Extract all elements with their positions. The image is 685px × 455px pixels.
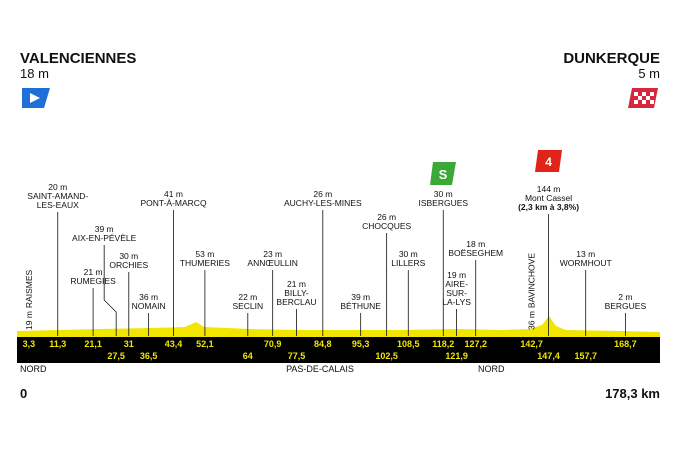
place-name: ANNŒULLIN xyxy=(247,258,298,268)
place-line xyxy=(103,245,117,336)
sprint-icon: S xyxy=(430,162,456,185)
place-name: BAVINCHOVE xyxy=(527,253,537,308)
km-label: 118,2 xyxy=(432,339,454,349)
place-alt: 21 m xyxy=(287,279,306,289)
distance-bar xyxy=(17,337,660,363)
place-name: AUCHY-LES-MINES xyxy=(284,198,362,208)
place-alt: 2 m xyxy=(618,292,632,302)
place-alt: 30 m xyxy=(434,189,453,199)
place-alt: 30 m xyxy=(399,249,418,259)
place-alt: 23 m xyxy=(263,249,282,259)
start-flag xyxy=(22,88,50,108)
place-alt: 20 m xyxy=(48,182,67,192)
km-label: 3,3 xyxy=(23,339,36,349)
region: NORD xyxy=(20,364,47,374)
place-name: AIX-EN-PÉVÈLE xyxy=(72,233,137,243)
place-name: ORCHIES xyxy=(109,260,148,270)
place-name: BILLY- xyxy=(284,288,309,298)
place-name: NOMAIN xyxy=(132,301,166,311)
place-alt: 41 m xyxy=(164,189,183,199)
place-alt: 144 m xyxy=(537,184,561,194)
place-name: CHOCQUES xyxy=(362,221,411,231)
km-label: 77,5 xyxy=(288,351,306,361)
place-name: SUR- xyxy=(446,288,467,298)
place-name: RAISMES xyxy=(24,270,34,309)
profile-area xyxy=(17,316,660,337)
km-label: 95,3 xyxy=(352,339,370,349)
km-label: 142,7 xyxy=(520,339,543,349)
km-label: 27,5 xyxy=(107,351,125,361)
start-alt: 18 m xyxy=(20,66,49,81)
svg-text:S: S xyxy=(439,167,448,182)
place-name: BOËSEGHEM xyxy=(448,248,503,258)
km-label: 43,4 xyxy=(165,339,183,349)
place-alt: 53 m xyxy=(195,249,214,259)
place-name: BERCLAU xyxy=(276,297,316,307)
place-name: RUMEGIES xyxy=(70,276,116,286)
place-alt: 19 m xyxy=(447,270,466,280)
place-alt: 26 m xyxy=(377,212,396,222)
km-label: 157,7 xyxy=(574,351,597,361)
place-label: 36 m BAVINCHOVE xyxy=(527,253,537,330)
place-alt: 39 m xyxy=(95,224,114,234)
place-alt: 36 m xyxy=(527,311,537,330)
place-alt: 36 m xyxy=(139,292,158,302)
place-alt: 13 m xyxy=(576,249,595,259)
place-name: BERGUES xyxy=(605,301,647,311)
finish-flag xyxy=(628,88,658,108)
km-label: 70,9 xyxy=(264,339,282,349)
place-label: 19 m RAISMES xyxy=(24,270,34,330)
place-alt: 21 m xyxy=(84,267,103,277)
finish-name: DUNKERQUE xyxy=(563,50,660,67)
km-label: 36,5 xyxy=(140,351,158,361)
place-name: SAINT-AMAND- xyxy=(27,191,88,201)
place-name: LA-LYS xyxy=(442,297,471,307)
place-name: WORMHOUT xyxy=(560,258,612,268)
start-name: VALENCIENNES xyxy=(20,50,136,67)
distance-end: 178,3 km xyxy=(605,386,660,401)
region: NORD xyxy=(478,364,505,374)
place-name: LES-EAUX xyxy=(37,200,79,210)
place-name: Mont Cassel xyxy=(525,193,572,203)
place-name: SECLIN xyxy=(232,301,263,311)
finish-alt: 5 m xyxy=(638,66,660,81)
km-label: 31 xyxy=(124,339,134,349)
place-name: BÉTHUNE xyxy=(340,301,381,311)
km-label: 84,8 xyxy=(314,339,332,349)
place-alt: 19 m xyxy=(24,311,34,330)
region: PAS-DE-CALAIS xyxy=(286,364,354,374)
place-alt: 39 m xyxy=(351,292,370,302)
km-label: 52,1 xyxy=(196,339,214,349)
place-name: LILLERS xyxy=(391,258,425,268)
distance-start: 0 xyxy=(20,386,27,401)
place-alt: 18 m xyxy=(466,239,485,249)
km-label: 127,2 xyxy=(464,339,487,349)
kom-category: 4 xyxy=(545,155,552,169)
km-label: 121,9 xyxy=(445,351,468,361)
climb-info: (2,3 km à 3,8%) xyxy=(518,202,579,212)
kom-icon xyxy=(535,150,562,172)
place-name: THUMERIES xyxy=(180,258,230,268)
place-alt: 22 m xyxy=(238,292,257,302)
km-label: 11,3 xyxy=(49,339,66,349)
km-label: 168,7 xyxy=(614,339,637,349)
km-label: 102,5 xyxy=(375,351,398,361)
place-name: AIRE- xyxy=(445,279,468,289)
place-alt: 26 m xyxy=(313,189,332,199)
km-label: 108,5 xyxy=(397,339,420,349)
km-label: 21,1 xyxy=(84,339,102,349)
km-label: 147,4 xyxy=(537,351,560,361)
place-alt: 30 m xyxy=(119,251,138,261)
place-name: ISBERGUES xyxy=(418,198,468,208)
place-name: PONT-À-MARCQ xyxy=(140,198,207,208)
km-label: 64 xyxy=(243,351,253,361)
